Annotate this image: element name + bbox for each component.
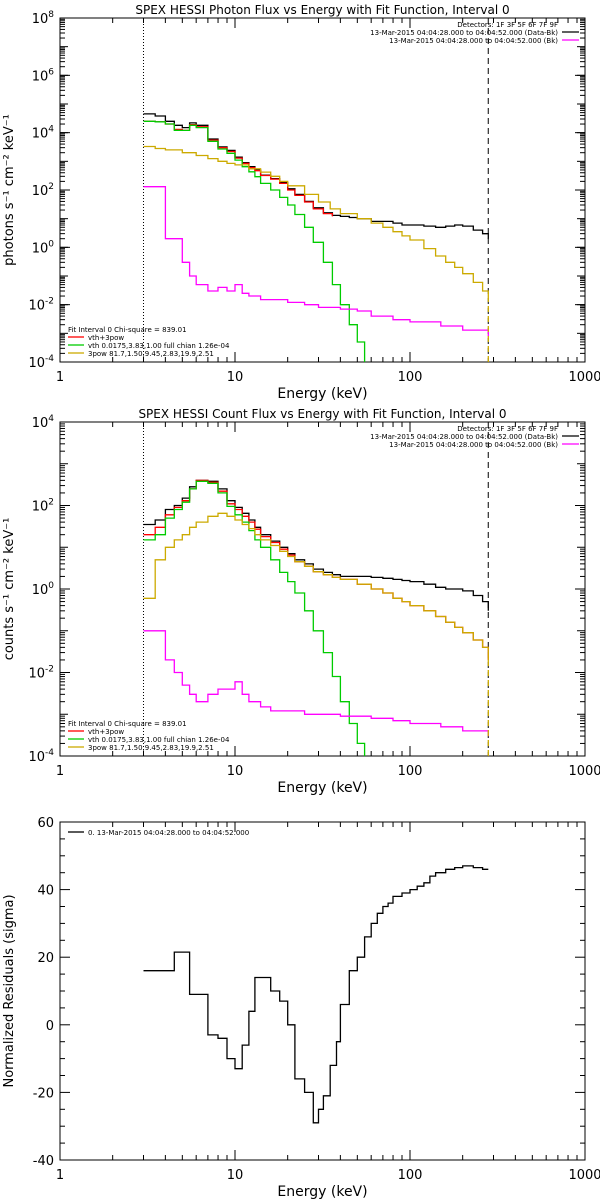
y-axis-label: photons s⁻¹ cm⁻² keV⁻¹ [2,114,17,266]
y-tick-label: 104 [32,414,55,431]
data-group [143,479,489,756]
legend-top-text: 13-Mar-2015 04:04:28.000 to 04:04:52.000… [370,29,558,37]
y-tick-label: -40 [33,1154,54,1169]
x-tick-label: 1000 [568,764,600,779]
y-tick-label: 60 [37,816,54,831]
y-tick-label: 10-2 [28,665,54,682]
plot-frame [59,421,586,757]
data-series-5 [143,630,489,737]
plot-frame [59,17,586,363]
x-tick-label: 100 [398,764,423,779]
x-tick-label: 1000 [568,1168,600,1183]
legend-bottom-text: 3pow 81.7,1.50,9.45,2.83,19.9,2.51 [88,744,214,752]
data-series-3 [143,480,366,756]
data-group [143,113,489,362]
x-axis-label: Energy (keV) [277,780,367,796]
data-series-1 [143,479,489,611]
legend-bottom-text: vth 0.0175,3.83,1.00 full chian 1.26e-04 [88,736,230,744]
data-series-2 [143,479,489,660]
data-series-1 [143,113,489,239]
legend-top-text: Detectors: 1F 3F 5F 6F 7F 9F [457,21,558,29]
x-axis-label: Energy (keV) [277,1184,367,1200]
data-series-4 [143,512,489,660]
y-tick-label: 0 [46,1019,54,1034]
chart-panel-2: 1 10 100 1000 10-4 10-2 100 102 104 SPEX HESSI Co… [2,407,600,796]
legend-bottom-text: 3pow 81.7,1.50,9.45,2.83,19.9,2.51 [88,350,214,358]
y-tick-label: -20 [33,1086,54,1101]
y-tick-label: 100 [32,581,55,598]
y-tick-label: 10-4 [28,748,54,765]
legend-bottom-text: Fit Interval 0 Chi-square = 839.01 [68,720,187,728]
x-axis-label: Energy (keV) [277,386,367,402]
legend-bottom-text: vth+3pow [88,334,124,342]
x-tick-label: 100 [398,370,423,385]
y-tick-label: 102 [32,182,54,199]
data-series-1 [143,865,489,1124]
y-tick-label: 100 [32,239,55,256]
y-tick-label: 10-2 [28,297,54,314]
legend-bottom-text: vth 0.0175,3.83,1.00 full chian 1.26e-04 [88,342,230,350]
y-tick-label: 20 [37,951,54,966]
legend-top-text: Detectors: 1F 3F 5F 6F 7F 9F [457,425,558,433]
y-tick-label: 102 [32,498,54,515]
y-tick-label: 106 [32,67,55,84]
y-tick-label: 104 [32,125,55,142]
legend-top-text: 0. 13-Mar-2015 04:04:28.000 to 04:04:52.… [88,829,249,837]
y-axis-label: Normalized Residuals (sigma) [2,894,17,1087]
data-series-4 [143,145,489,296]
x-tick-label: 1 [56,764,64,779]
y-tick-label: 40 [37,884,54,899]
x-tick-label: 1 [56,1168,64,1183]
x-tick-label: 1000 [568,370,600,385]
y-tick-label: 108 [32,10,55,27]
chart-title: SPEX HESSI Photon Flux vs Energy with Fi… [135,3,509,17]
legend-top-text: 13-Mar-2015 04:04:28.000 to 04:04:52.000… [389,37,558,45]
x-tick-label: 10 [227,1168,244,1183]
data-series-3 [143,120,366,362]
legend-top-text: 13-Mar-2015 04:04:28.000 to 04:04:52.000… [389,441,558,449]
legend-bottom-text: vth+3pow [88,728,124,736]
x-tick-label: 10 [227,370,244,385]
chart-panel-1: 1 10 100 1000 10-4 10-2 100 102 104 106 108 SPEX HE… [2,3,600,402]
x-tick-label: 10 [227,764,244,779]
data-series-2 [143,120,334,217]
y-axis-label: counts s⁻¹ cm⁻² keV⁻¹ [2,518,17,661]
y-tick-label: 10-4 [28,354,54,371]
x-tick-label: 1 [56,370,64,385]
x-tick-label: 100 [398,1168,423,1183]
data-group [143,865,489,1124]
data-series-5 [143,186,489,337]
legend-bottom-text: Fit Interval 0 Chi-square = 839.01 [68,326,187,334]
legend-top-text: 13-Mar-2015 04:04:28.000 to 04:04:52.000… [370,433,558,441]
chart-panel-3: 1 10 100 1000 -40 -20 0 20 40 60 Energy (keV) Norma… [2,816,600,1200]
chart-title: SPEX HESSI Count Flux vs Energy with Fit… [138,407,506,421]
